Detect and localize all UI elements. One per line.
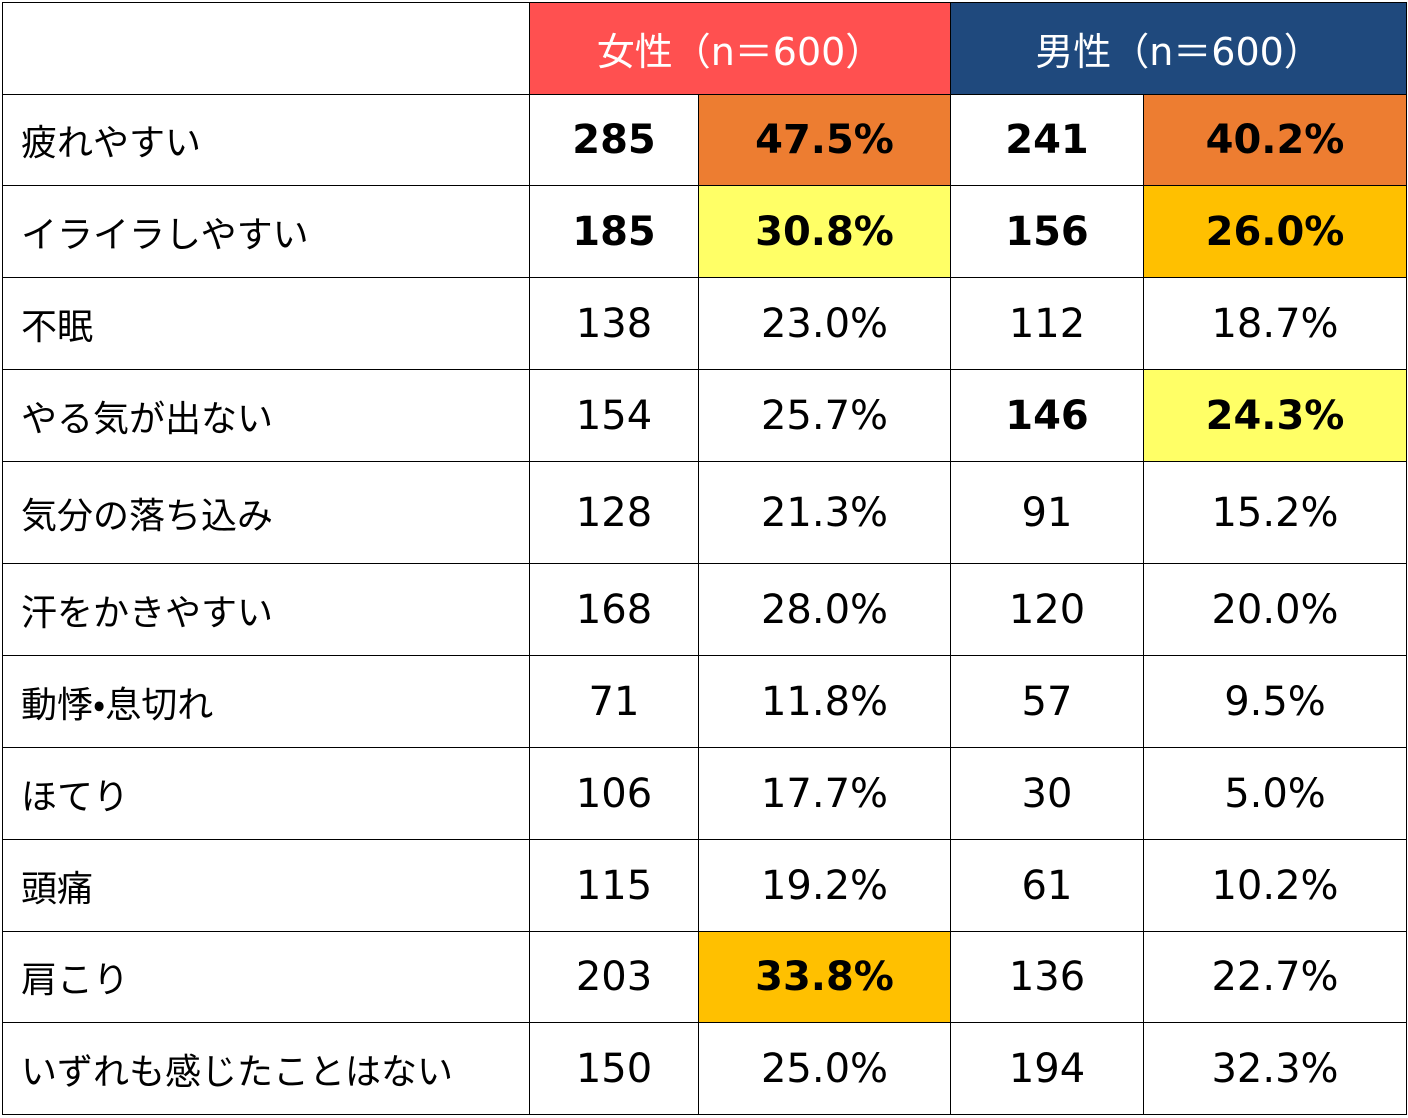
percent-cell: 26.0% [1143,185,1407,278]
count-cell: 136 [950,931,1144,1023]
percent-cell: 5.0% [1143,747,1407,840]
row-label: 疲れやすい [2,94,530,186]
count-cell: 241 [950,94,1144,186]
row-label: 気分の落ち込み [2,461,530,564]
count-cell: 154 [529,369,699,462]
percent-cell: 28.0% [698,563,951,656]
percent-cell: 19.2% [698,839,951,932]
row-label: 肩こり [2,931,530,1023]
count-cell: 61 [950,839,1144,932]
count-cell: 156 [950,185,1144,278]
percent-cell: 25.0% [698,1022,951,1115]
count-cell: 120 [950,563,1144,656]
percent-cell: 32.3% [1143,1022,1407,1115]
percent-cell: 11.8% [698,655,951,748]
row-label: 動悸・息切れ [2,655,530,748]
percent-cell: 10.2% [1143,839,1407,932]
row-label: 汗をかきやすい [2,563,530,656]
count-cell: 91 [950,461,1144,564]
count-cell: 168 [529,563,699,656]
count-cell: 185 [529,185,699,278]
group-header: 男性（n＝600） [950,2,1407,95]
count-cell: 112 [950,277,1144,370]
count-cell: 115 [529,839,699,932]
row-label: 不眠 [2,277,530,370]
percent-cell: 30.8% [698,185,951,278]
row-label: イライラしやすい [2,185,530,278]
percent-cell: 24.3% [1143,369,1407,462]
percent-cell: 17.7% [698,747,951,840]
count-cell: 146 [950,369,1144,462]
group-header: 女性（n＝600） [529,2,951,95]
percent-cell: 22.7% [1143,931,1407,1023]
percent-cell: 15.2% [1143,461,1407,564]
count-cell: 150 [529,1022,699,1115]
row-label: やる気が出ない [2,369,530,462]
count-cell: 128 [529,461,699,564]
count-cell: 285 [529,94,699,186]
percent-cell: 20.0% [1143,563,1407,656]
percent-cell: 40.2% [1143,94,1407,186]
corner-cell [2,2,530,95]
row-label: いずれも感じたことはない [2,1022,530,1115]
percent-cell: 33.8% [698,931,951,1023]
count-cell: 194 [950,1022,1144,1115]
count-cell: 106 [529,747,699,840]
percent-cell: 47.5% [698,94,951,186]
percent-cell: 25.7% [698,369,951,462]
count-cell: 138 [529,277,699,370]
percent-cell: 9.5% [1143,655,1407,748]
percent-cell: 18.7% [1143,277,1407,370]
count-cell: 30 [950,747,1144,840]
percent-cell: 23.0% [698,277,951,370]
row-label: 頭痛 [2,839,530,932]
count-cell: 203 [529,931,699,1023]
row-label: ほてり [2,747,530,840]
percent-cell: 21.3% [698,461,951,564]
count-cell: 57 [950,655,1144,748]
count-cell: 71 [529,655,699,748]
